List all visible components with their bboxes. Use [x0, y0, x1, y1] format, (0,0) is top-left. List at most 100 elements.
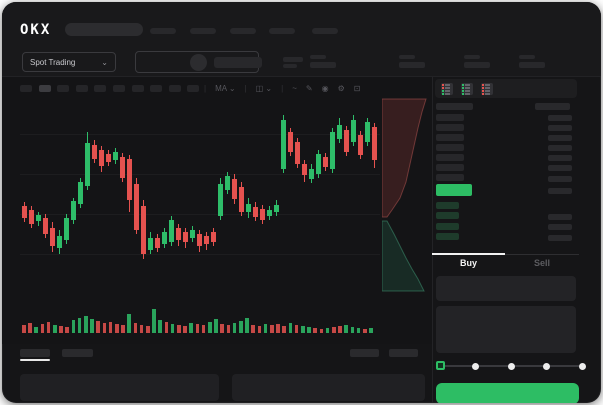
- book-bids-icon[interactable]: [461, 83, 473, 95]
- volume-bar: [263, 324, 268, 333]
- orderbook-amount-bar[interactable]: [548, 135, 572, 141]
- orderbook-amount-bar[interactable]: [548, 155, 572, 161]
- buy-button[interactable]: [436, 383, 579, 403]
- candle-body: [127, 159, 132, 200]
- orderbook-amount-bar[interactable]: [548, 235, 572, 241]
- bid-row-price[interactable]: [436, 223, 459, 230]
- volume-bar: [40, 324, 45, 333]
- book-icon-dot: [482, 83, 484, 86]
- settings-icon[interactable]: ⚙: [337, 83, 345, 93]
- candle-body: [302, 164, 307, 175]
- candle-body: [365, 122, 370, 142]
- ask-row-price[interactable]: [436, 164, 464, 171]
- slider-stop-dot[interactable]: [507, 362, 515, 370]
- amount-input[interactable]: [436, 306, 576, 353]
- candle-body: [358, 135, 363, 155]
- timeframe-button[interactable]: [187, 85, 200, 92]
- timeframe-button[interactable]: [75, 85, 88, 92]
- draw-icon[interactable]: ✎: [305, 83, 313, 93]
- volume-bar: [307, 327, 311, 333]
- ticker-stat-value: [399, 62, 425, 68]
- nav-item[interactable]: [269, 28, 295, 34]
- header-divider: [2, 76, 601, 77]
- book-icon-bar: [445, 86, 450, 89]
- bottom-tab[interactable]: [350, 349, 379, 357]
- book-asks-icon[interactable]: [481, 83, 493, 95]
- orderbook-amount-bar[interactable]: [548, 224, 572, 230]
- ask-row-price[interactable]: [436, 144, 464, 151]
- ticker-stat-label: [310, 55, 326, 59]
- ma-indicator[interactable]: MA ⌄: [215, 83, 236, 93]
- candle-body: [372, 127, 377, 160]
- candle-body: [281, 120, 286, 169]
- volume-bar: [77, 318, 82, 333]
- candle-style-icon[interactable]: ◫ ⌄: [255, 83, 273, 93]
- orderbook-amount-bar[interactable]: [548, 176, 572, 182]
- candle-body: [22, 206, 27, 218]
- timeframe-button[interactable]: [20, 85, 32, 92]
- tab-buy[interactable]: Buy: [459, 258, 477, 268]
- book-icon-dot: [462, 89, 464, 92]
- candle-body: [162, 232, 167, 244]
- volume-bar: [146, 326, 150, 333]
- volume-bar: [270, 325, 274, 333]
- book-combined-icon[interactable]: [441, 83, 453, 95]
- header-region: [2, 2, 601, 77]
- timeframe-button[interactable]: [131, 85, 144, 92]
- market-type-dropdown[interactable]: Spot Trading ⌄: [22, 52, 116, 72]
- ask-row-price[interactable]: [436, 124, 464, 131]
- line-type-icon[interactable]: ~: [292, 83, 297, 93]
- candle-body: [148, 238, 153, 250]
- timeframe-button[interactable]: [168, 85, 181, 92]
- ask-row-price[interactable]: [436, 134, 464, 141]
- candle-body: [99, 150, 104, 166]
- bid-row-price[interactable]: [436, 202, 459, 209]
- ask-row-price[interactable]: [436, 154, 464, 161]
- orderbook-amount-bar[interactable]: [548, 188, 572, 194]
- ask-row-price[interactable]: [436, 174, 464, 181]
- bid-row-price[interactable]: [436, 233, 459, 240]
- volume-bar: [232, 323, 237, 333]
- fullscreen-icon[interactable]: ⊡: [353, 83, 361, 93]
- candle-body: [120, 157, 125, 178]
- timeframe-button[interactable]: [150, 85, 163, 92]
- candle-body: [155, 238, 160, 248]
- volume-bar: [294, 325, 299, 333]
- timeframe-button[interactable]: [57, 85, 70, 92]
- orderbook-amount-bar[interactable]: [548, 115, 572, 121]
- ask-row-price[interactable]: [436, 114, 464, 121]
- book-icon-dot: [462, 86, 464, 89]
- bottom-tab[interactable]: [62, 349, 93, 357]
- volume-bar: [177, 325, 181, 333]
- orderbook-amount-bar[interactable]: [548, 214, 572, 220]
- orderbook-amount-bar[interactable]: [548, 125, 572, 131]
- book-icon-row: [442, 92, 452, 95]
- grid-line: [20, 254, 380, 255]
- orderbook-amount-bar[interactable]: [548, 165, 572, 171]
- nav-item[interactable]: [150, 28, 176, 34]
- slider-stop-dot[interactable]: [472, 362, 479, 370]
- nav-item[interactable]: [230, 28, 256, 34]
- snapshot-icon[interactable]: ◉: [321, 83, 329, 93]
- ticker-stat-label: [519, 55, 535, 59]
- volume-bar: [332, 327, 336, 333]
- timeframe-button[interactable]: [38, 85, 51, 92]
- tab-sell[interactable]: Sell: [533, 258, 550, 268]
- last-price-highlight[interactable]: [436, 184, 472, 196]
- search-input[interactable]: [65, 23, 143, 36]
- slider-stop-dot[interactable]: [578, 362, 586, 370]
- slider-handle[interactable]: [435, 361, 445, 370]
- candle-body: [225, 176, 230, 190]
- nav-item[interactable]: [190, 28, 216, 34]
- bottom-tab-active[interactable]: [20, 349, 50, 357]
- orderbook-amount-bar[interactable]: [548, 145, 572, 151]
- timeframe-button[interactable]: [94, 85, 107, 92]
- slider-stop-dot[interactable]: [543, 362, 550, 370]
- book-icon-dot: [482, 89, 484, 92]
- bid-row-price[interactable]: [436, 212, 459, 219]
- nav-item[interactable]: [312, 28, 338, 34]
- timeframe-button[interactable]: [113, 85, 125, 92]
- bottom-tab[interactable]: [389, 349, 418, 357]
- price-input[interactable]: [436, 276, 576, 301]
- volume-bar: [350, 327, 355, 333]
